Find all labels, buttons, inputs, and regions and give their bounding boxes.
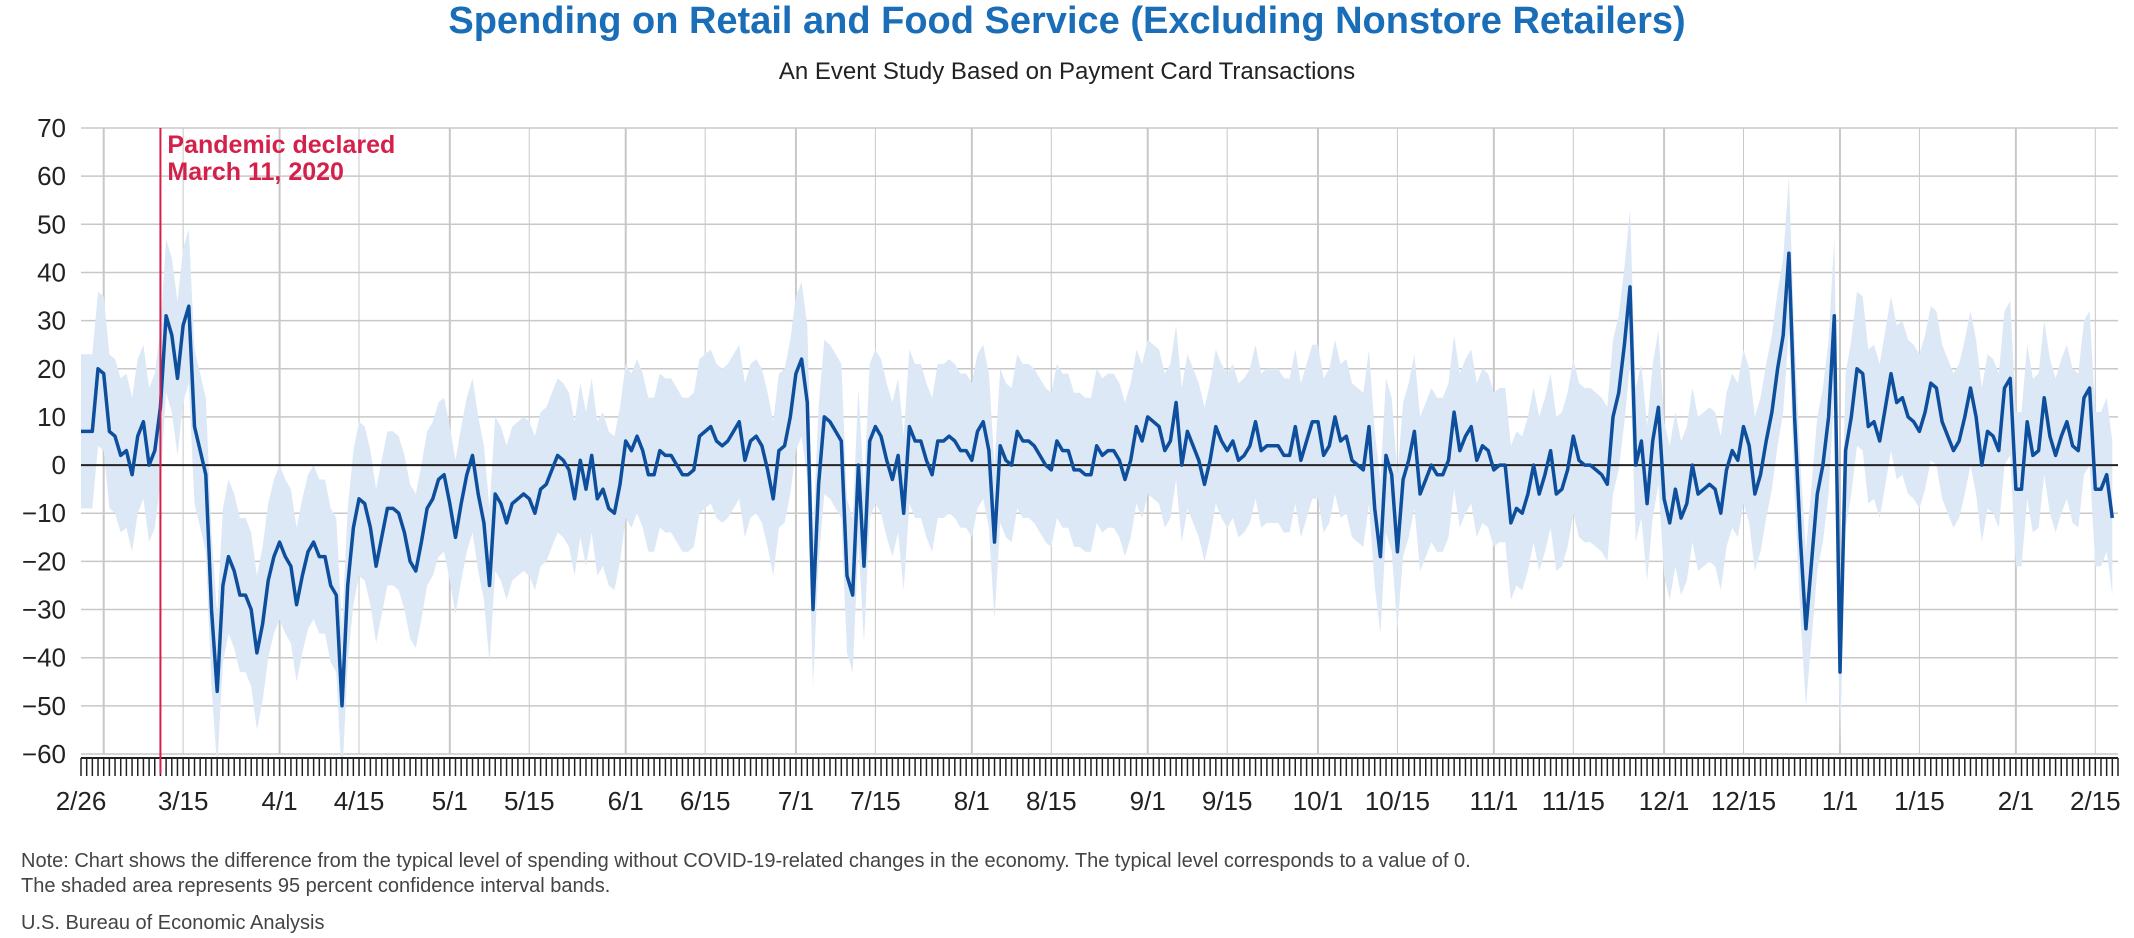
spending-series-line (81, 251, 2115, 708)
x-tick-label: 2/15 (2070, 786, 2121, 816)
x-tick-label: 11/15 (1542, 786, 1605, 816)
annotation-layer: Pandemic declared March 11, 2020 (159, 128, 395, 774)
source-credit: U.S. Bureau of Economic Analysis (21, 912, 325, 934)
x-tick-label: 12/1 (1639, 786, 1690, 816)
annotation-label-line1: Pandemic declared (167, 131, 395, 159)
x-tick-label: 7/1 (778, 786, 814, 816)
line-chart: Pandemic declared March 11, 2020 70 60 50 4… (22, 113, 2121, 816)
x-tick-label: 11/1 (1470, 786, 1519, 816)
x-tick-label: 6/15 (680, 786, 731, 816)
x-tick-label: 8/1 (954, 786, 990, 816)
y-tick-label: 50 (37, 209, 66, 239)
x-tick-label: 9/1 (1130, 786, 1166, 816)
x-tick-label: 1/15 (1894, 786, 1945, 816)
y-tick-label: 30 (37, 306, 66, 336)
x-tick-label: 10/15 (1365, 786, 1430, 816)
x-tick-label: 10/1 (1293, 786, 1344, 816)
y-tick-label: −60 (22, 739, 66, 769)
y-tick-label: −20 (22, 546, 66, 576)
series-layer (81, 251, 2115, 708)
x-tick-label: 3/15 (158, 786, 209, 816)
y-tick-label: −30 (22, 595, 66, 625)
x-tick-label: 4/15 (334, 786, 385, 816)
confidence-band-layer (81, 176, 2113, 783)
y-tick-label: 0 (52, 450, 66, 480)
x-tick-label: 9/15 (1202, 786, 1253, 816)
x-tick-label: 2/26 (56, 786, 107, 816)
x-tick-label: 8/15 (1026, 786, 1077, 816)
y-tick-label: 40 (37, 257, 66, 287)
x-tick-label: 4/1 (262, 786, 298, 816)
chart-title: Spending on Retail and Food Service (Exc… (448, 0, 1686, 42)
chart-subtitle: An Event Study Based on Payment Card Tra… (778, 58, 1356, 85)
confidence-interval-band (81, 176, 2113, 783)
y-tick-label: 70 (37, 113, 66, 143)
annotation-label-line2: March 11, 2020 (167, 158, 344, 186)
y-tick-label: 10 (37, 402, 66, 432)
chart-note-line2: The shaded area represents 95 percent co… (21, 875, 611, 897)
y-tick-label: −50 (22, 691, 66, 721)
x-tick-label: 1/1 (1822, 786, 1858, 816)
y-tick-label: 60 (37, 161, 66, 191)
x-tick-label: 5/15 (504, 786, 555, 816)
y-tick-label: 20 (37, 354, 66, 384)
x-tick-label: 2/1 (1998, 786, 2034, 816)
axis-labels: 70 60 50 40 30 20 10 0 −10 −20 −30 −40 −50 −60 2/26 3/1… (22, 113, 2121, 816)
y-tick-label: −40 (22, 643, 66, 673)
axes (80, 464, 2119, 776)
x-tick-label: 5/1 (432, 786, 468, 816)
y-tick-label: −10 (22, 498, 66, 528)
chart-note-line1: Note: Chart shows the difference from th… (21, 850, 1471, 872)
x-tick-label: 6/1 (608, 786, 644, 816)
x-tick-label: 7/15 (850, 786, 901, 816)
x-tick-label: 12/15 (1711, 786, 1776, 816)
